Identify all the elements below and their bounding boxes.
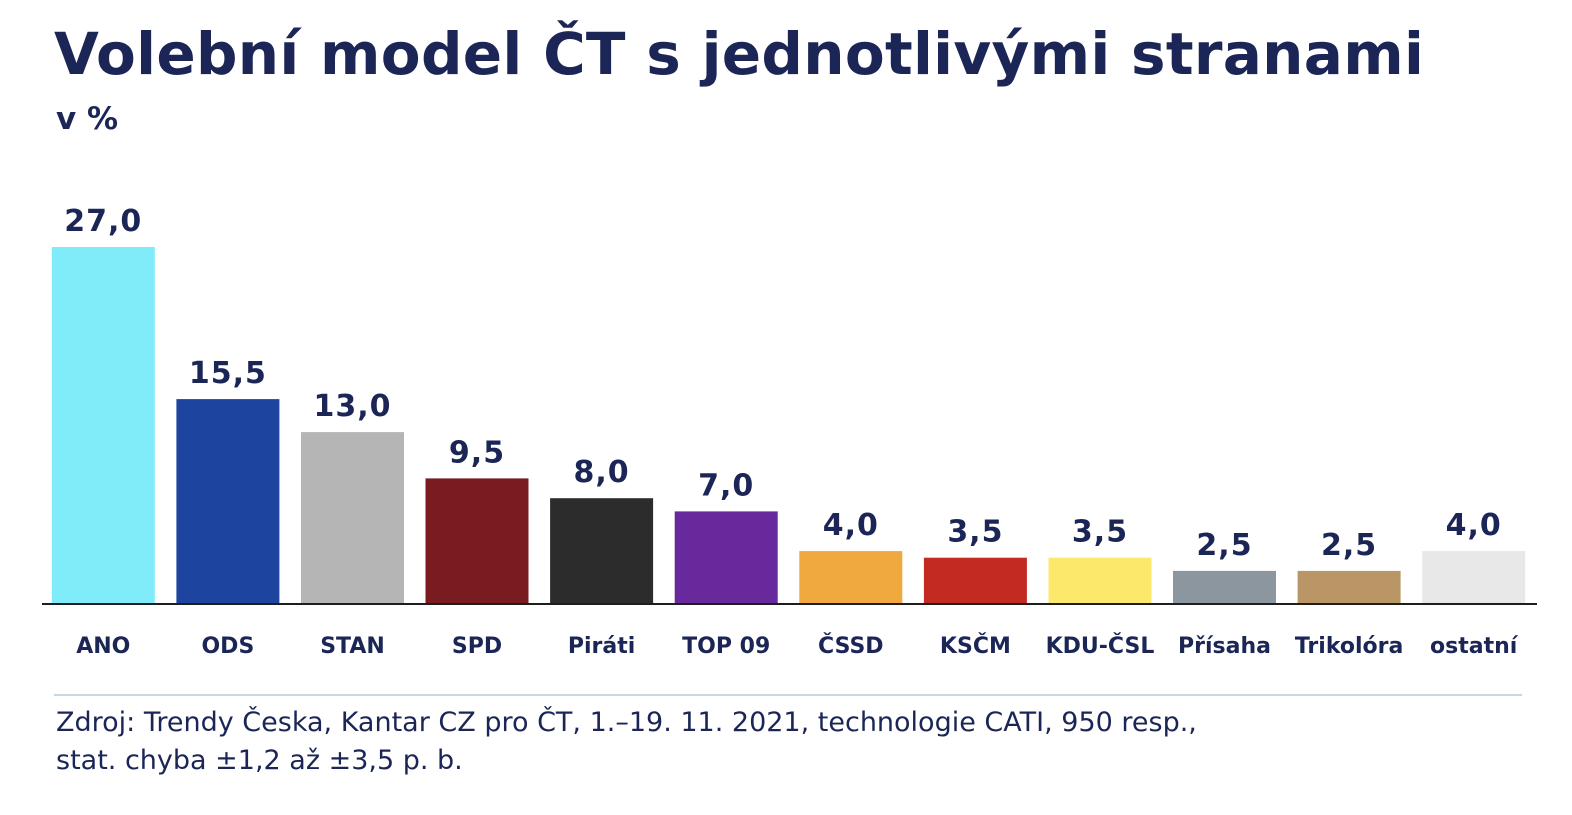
value-label-stan: 13,0	[313, 389, 391, 424]
value-label-kscm: 3,5	[947, 515, 1003, 550]
category-label-kdu-csl: KDU-ČSL	[1046, 633, 1155, 659]
value-label-ods: 15,5	[189, 356, 267, 391]
value-label-ostatni: 4,0	[1446, 508, 1502, 543]
category-labels-group: ANO ODS STAN SPD Piráti TOP 09 ČSSD KSČM KDU-ČSL…	[76, 633, 1519, 659]
chart-subtitle: v %	[56, 101, 119, 137]
category-label-trikolora: Trikolóra	[1295, 634, 1404, 659]
value-labels-group: 27,0 15,5 13,0 9,5 8,0 7,0 4,0 3,5 3,5 2,5 2,5 4,0	[64, 204, 1502, 563]
value-label-pirati: 8,0	[574, 455, 630, 490]
category-label-cssd: ČSSD	[818, 633, 884, 659]
category-label-kscm: KSČM	[940, 633, 1011, 659]
bar-cssd	[799, 551, 903, 604]
chart-title: Volební model ČT s jednotlivými stranami	[54, 20, 1425, 88]
value-label-spd: 9,5	[449, 435, 505, 470]
bar-spd	[425, 478, 529, 604]
category-label-pirati: Piráti	[568, 634, 635, 659]
bar-trikolora	[1297, 570, 1401, 604]
value-label-cssd: 4,0	[823, 508, 879, 543]
value-label-trikolora: 2,5	[1321, 528, 1377, 563]
category-label-top-09: TOP 09	[682, 634, 770, 659]
source-line-2: stat. chyba ±1,2 až ±3,5 p. b.	[56, 745, 463, 776]
category-label-prisaha: Přísaha	[1178, 634, 1271, 659]
category-label-spd: SPD	[452, 634, 502, 659]
footer-divider	[54, 694, 1522, 696]
bar-ostatni	[1422, 551, 1526, 604]
value-label-prisaha: 2,5	[1196, 528, 1252, 563]
category-label-ano: ANO	[76, 634, 130, 659]
value-label-ano: 27,0	[64, 204, 142, 239]
category-label-ostatni: ostatní	[1430, 634, 1519, 659]
bar-kscm	[923, 557, 1027, 604]
bar-top-09	[674, 511, 778, 604]
bar-stan	[301, 432, 404, 604]
bar-prisaha	[1173, 570, 1276, 604]
bar-kdu-csl	[1048, 557, 1152, 604]
category-label-ods: ODS	[201, 634, 254, 659]
category-label-stan: STAN	[320, 634, 385, 659]
bar-ano	[51, 247, 155, 604]
bar-pirati	[550, 498, 654, 604]
bars-group	[51, 247, 1526, 604]
bar-ods	[176, 399, 280, 604]
source-line-1: Zdroj: Trendy Česka, Kantar CZ pro ČT, 1…	[56, 707, 1197, 738]
bar-chart: 27,015,513,09,58,0 7,04,0 3,5 3,5 2,5 2,54,0 …	[42, 204, 1537, 659]
value-label-top-09: 7,0	[698, 468, 754, 503]
value-label-kdu-csl: 3,5	[1072, 515, 1128, 550]
source-note: Zdroj: Trendy Česka, Kantar CZ pro ČT, 1…	[56, 704, 1516, 780]
